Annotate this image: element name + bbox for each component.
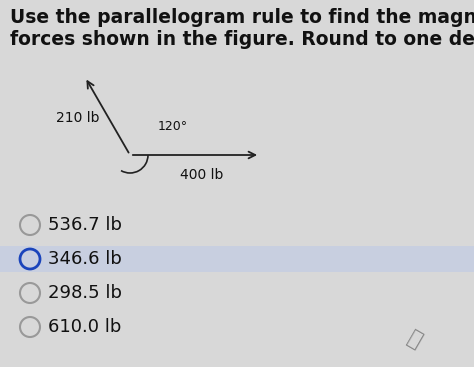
Text: 👆: 👆 [404,328,426,352]
Text: 120°: 120° [158,120,188,133]
Text: forces shown in the figure. Round to one decimal pla: forces shown in the figure. Round to one… [10,30,474,49]
FancyBboxPatch shape [0,246,474,272]
Text: Use the parallelogram rule to find the magnitude of: Use the parallelogram rule to find the m… [10,8,474,27]
Text: 210 lb: 210 lb [56,111,100,125]
Text: 536.7 lb: 536.7 lb [48,216,122,234]
Text: 400 lb: 400 lb [180,168,223,182]
Text: 346.6 lb: 346.6 lb [48,250,122,268]
Text: 610.0 lb: 610.0 lb [48,318,121,336]
Text: 298.5 lb: 298.5 lb [48,284,122,302]
